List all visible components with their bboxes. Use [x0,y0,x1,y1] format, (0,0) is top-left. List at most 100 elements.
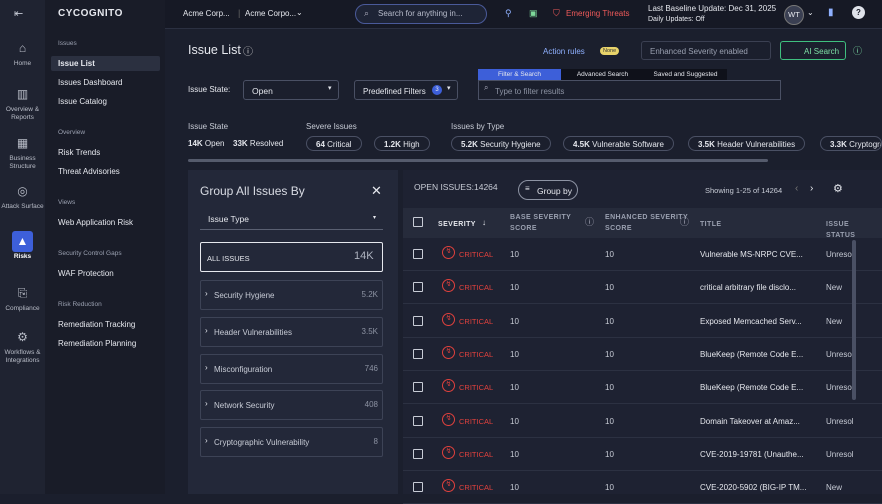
checkbox[interactable] [413,249,423,259]
state-select[interactable]: Open [243,80,339,100]
issue-status: Unresolved [826,350,853,359]
summary-chip[interactable]: 5.2K Security Hygiene [451,136,551,151]
sidebar-item[interactable]: Remediation Planning [51,336,160,351]
sidebar-item[interactable]: Issues Dashboard [51,75,160,90]
open-count: 14264 [474,182,498,192]
nav-label[interactable]: Overview & Reports [0,106,45,122]
filter-tab[interactable]: Filter & Search [478,69,561,80]
filter-input[interactable]: Type to filter results [478,80,781,100]
severity: CRITICAL [459,283,493,292]
severity-icon: ↯ [442,446,455,459]
action-rules[interactable]: Action rules [543,47,585,56]
summary-chip[interactable]: 64 Critical [306,136,362,151]
issue-title[interactable]: CVE-2020-5902 (BIG-IP TM... [700,483,806,492]
enhanced-box[interactable]: Enhanced Severity enabled [641,41,771,60]
avatar[interactable]: WT [784,5,804,25]
sidebar-item[interactable]: Web Application Risk [51,215,160,230]
nav-label[interactable]: Business Structure [0,155,45,171]
summary-chip[interactable]: 3.5K Header Vulnerabilities [688,136,805,151]
nav-label[interactable]: Home [0,60,45,68]
emerging-threats[interactable]: Emerging Threats [566,9,629,18]
org-selector[interactable]: Acme Corpo... [245,9,296,18]
checkbox[interactable] [413,282,423,292]
chip-label: Open [205,139,225,148]
caret: ⌄ [296,8,303,17]
nav-label[interactable]: Attack Surface [0,203,45,211]
logo[interactable]: CYCOGNITO [58,8,123,19]
issue-title[interactable]: BlueKeep (Remote Code E... [700,383,803,392]
issue-title[interactable]: Domain Takeover at Amaz... [700,417,800,426]
enhanced-score: 10 [605,250,614,259]
summary-chip[interactable]: 3.3K Cryptographic Vulnerability [820,136,882,151]
prev[interactable]: ‹ [795,183,798,194]
predefined[interactable]: Predefined Filters [354,80,458,100]
issue-title[interactable]: Exposed Memcached Serv... [700,317,802,326]
org-selector[interactable]: Acme Corp... [183,9,230,18]
checkbox[interactable] [413,316,423,326]
chevron: › [205,436,208,445]
ai-search[interactable]: AI Search [780,41,846,60]
nav-icon[interactable]: ▦ [12,133,33,154]
checkbox[interactable] [413,349,423,359]
nav-label[interactable]: Workflows & Integrations [0,349,45,365]
sidebar-item[interactable]: Threat Advisories [51,164,160,179]
severity: CRITICAL [459,417,493,426]
next[interactable]: › [810,183,813,194]
summary-chip[interactable]: 33K Resolved [233,136,283,151]
issue-title[interactable]: BlueKeep (Remote Code E... [700,350,803,359]
base-score: 10 [510,483,519,492]
threat-icon: ⛉ [553,8,560,19]
base-score: 10 [510,450,519,459]
chevron: › [205,399,208,408]
nav-icon[interactable]: ⚙ [12,327,33,348]
checkbox[interactable] [413,416,423,426]
nav-icon[interactable]: ⎘ [12,283,33,304]
help[interactable]: ? [852,6,865,19]
sidebar-item[interactable]: WAF Protection [51,266,160,281]
group-select[interactable]: Issue Type [200,210,383,230]
chevron: › [205,363,208,372]
collapse-icon[interactable]: ⇤ [14,7,23,20]
checkbox[interactable] [413,449,423,459]
nav-icon[interactable]: ▥ [12,84,33,105]
issue-status: New [826,483,853,492]
section-title: Security Control Gaps [58,250,122,257]
enhanced-score: 10 [605,450,614,459]
nav-icon[interactable]: ⌂ [12,38,33,59]
issue-title[interactable]: CVE-2019-19781 (Unauthe... [700,450,804,459]
filter-tab[interactable]: Advanced Search [561,69,644,80]
caret: ▾ [328,84,332,92]
close[interactable]: ✕ [371,183,382,199]
sidebar-item[interactable]: Risk Trends [51,145,160,160]
sidebar-item[interactable]: Issue Catalog [51,94,160,109]
filter-tab[interactable]: Saved and Suggested [644,69,727,80]
nav-label[interactable]: Compliance [0,305,45,313]
chip-value: 5.2K [461,140,478,149]
sidebar-item[interactable]: Remediation Tracking [51,317,160,332]
sidebar-item[interactable]: Issue List [51,56,160,71]
chip-label: Header Vulnerabilities [717,140,795,149]
checkbox[interactable] [413,482,423,492]
search-placeholder[interactable]: Search for anything in... [378,9,463,18]
summary-title: Issue State [188,122,228,131]
summary-chip[interactable]: 14K Open [188,136,225,151]
summary-chip[interactable]: 4.5K Vulnerable Software [563,136,674,151]
nav-icon[interactable]: ▲ [12,231,33,252]
group-icon: ≡ [525,184,530,193]
issue-title[interactable]: critical arbitrary file disclo... [700,283,796,292]
settings[interactable]: ⚙ [833,182,843,195]
chip-value: 14K [188,139,203,148]
checkbox[interactable] [413,217,423,227]
issue-status: New [826,283,853,292]
checkbox[interactable] [413,382,423,392]
issue-status: Unresolved [826,450,853,459]
nav-icon[interactable]: ◎ [12,181,33,202]
enhanced-score: 10 [605,317,614,326]
summary-chip[interactable]: 1.2K High [374,136,430,151]
nav-label[interactable]: Risks [0,253,45,261]
issue-status: Unresolved [826,417,853,426]
column-header[interactable]: BASE SEVERITY SCORE [510,212,590,236]
issue-title[interactable]: Vulnerable MS-NRPC CVE... [700,250,803,259]
count-badge: 3 [432,85,442,95]
